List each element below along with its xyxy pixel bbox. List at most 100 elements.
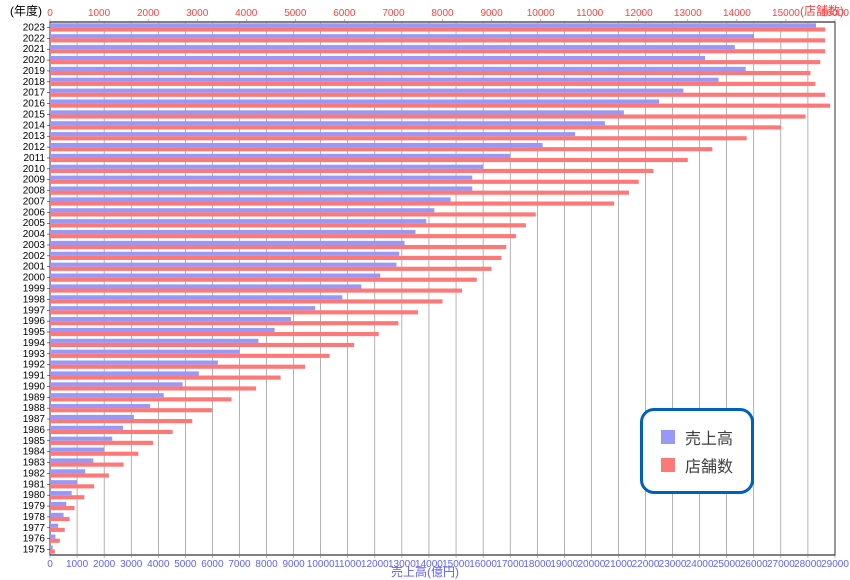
y-tick-label: 1985 (23, 436, 46, 447)
bar-stores (50, 310, 418, 314)
y-tick-label: 1999 (23, 284, 46, 295)
bar-stores (50, 354, 330, 358)
bar-stores (50, 223, 526, 227)
bar-stores (50, 245, 506, 249)
bar-sales (50, 404, 150, 408)
bar-stores (50, 27, 825, 31)
legend-swatch-stores (661, 458, 675, 472)
legend: 売上高 店舗数 (640, 408, 754, 494)
y-tick-label: 1990 (23, 381, 46, 392)
y-tick-label: 2004 (23, 229, 46, 240)
bar-stores (50, 191, 629, 195)
legend-swatch-sales (661, 430, 675, 444)
x-bottom-tick-label: 28000 (794, 559, 822, 570)
x-bottom-tick-label: 24000 (686, 559, 714, 570)
bar-sales (50, 208, 434, 212)
bar-stores (50, 234, 516, 238)
y-tick-label: 2008 (23, 186, 46, 197)
y-tick-label: 1977 (23, 523, 46, 534)
y-tick-label: 1981 (23, 479, 46, 490)
bar-sales (50, 480, 77, 484)
bar-stores (50, 278, 477, 282)
y-tick-label: 2000 (23, 273, 46, 284)
y-tick-label: 1995 (23, 327, 46, 338)
bar-stores (50, 147, 712, 151)
x-axis-bottom-label: 売上高(億円) (391, 563, 459, 580)
bar-sales (50, 545, 53, 549)
bar-sales (50, 415, 134, 419)
x-bottom-tick-label: 11000 (334, 559, 362, 570)
bar-stores (50, 484, 94, 488)
y-tick-label: 2018 (23, 77, 46, 88)
bar-sales (50, 263, 396, 267)
bar-stores (50, 169, 653, 173)
bar-stores (50, 550, 55, 554)
bar-sales (50, 143, 543, 147)
bar-sales (50, 350, 239, 354)
y-tick-label: 2010 (23, 164, 46, 175)
bar-sales (50, 371, 199, 375)
bar-stores (50, 60, 820, 64)
x-bottom-tick-label: 9000 (282, 559, 305, 570)
bar-stores (50, 114, 806, 118)
y-tick-label: 1989 (23, 392, 46, 403)
x-bottom-tick-label: 18000 (523, 559, 551, 570)
y-tick-label: 2009 (23, 175, 46, 186)
bar-stores (50, 517, 70, 521)
y-tick-label: 2006 (23, 207, 46, 218)
y-tick-label: 2011 (23, 153, 45, 164)
bar-sales (50, 448, 104, 452)
y-tick-label: 2015 (23, 109, 46, 120)
bar-sales (50, 154, 510, 158)
y-tick-label: 1975 (23, 545, 46, 556)
bar-stores (50, 386, 256, 390)
x-bottom-tick-label: 27000 (767, 559, 795, 570)
bar-sales (50, 121, 605, 125)
y-tick-label: 2023 (23, 22, 46, 33)
x-top-tick-label: 12000 (625, 8, 653, 19)
bar-stores (50, 495, 84, 499)
bar-sales (50, 426, 123, 430)
y-tick-label: 1983 (23, 458, 46, 469)
x-bottom-tick-label: 21000 (605, 559, 633, 570)
legend-label-stores: 店舗数 (685, 453, 733, 477)
x-bottom-tick-label: 16000 (469, 559, 497, 570)
y-tick-label: 1988 (23, 403, 46, 414)
x-bottom-tick-label: 8000 (255, 559, 278, 570)
y-tick-label: 2012 (23, 142, 46, 153)
bar-stores (50, 408, 212, 412)
bar-stores (50, 49, 825, 53)
y-tick-label: 2020 (23, 55, 46, 66)
x-bottom-tick-label: 22000 (632, 559, 660, 570)
y-tick-label: 1979 (23, 501, 46, 512)
bar-stores (50, 452, 138, 456)
bar-sales (50, 78, 719, 82)
bar-sales (50, 56, 705, 60)
y-tick-label: 2016 (23, 99, 46, 110)
y-tick-label: 1987 (23, 414, 46, 425)
bar-sales (50, 458, 93, 462)
x-bottom-tick-label: 7000 (228, 559, 251, 570)
bar-stores (50, 136, 747, 140)
y-tick-label: 2019 (23, 66, 46, 77)
bar-stores (50, 212, 536, 216)
x-bottom-tick-label: 29000 (821, 559, 849, 570)
bar-stores (50, 158, 688, 162)
bar-sales (50, 437, 112, 441)
bar-sales (50, 23, 816, 27)
x-bottom-tick-label: 4000 (147, 559, 170, 570)
x-top-tick-label: 1000 (88, 8, 111, 19)
bar-sales (50, 469, 85, 473)
bar-sales (50, 132, 575, 136)
chart-container: 2023202220212020201920182017201620152014… (0, 0, 850, 580)
x-bottom-tick-label: 17000 (496, 559, 524, 570)
bar-stores (50, 71, 810, 75)
x-axis-top-label: (店舗数) (800, 2, 844, 19)
y-tick-label: 2014 (23, 120, 46, 131)
bar-sales (50, 361, 218, 365)
x-top-tick-label: 5000 (284, 8, 307, 19)
y-tick-label: 2003 (23, 240, 46, 251)
bar-stores (50, 365, 305, 369)
bar-sales (50, 491, 72, 495)
bar-sales (50, 524, 58, 528)
